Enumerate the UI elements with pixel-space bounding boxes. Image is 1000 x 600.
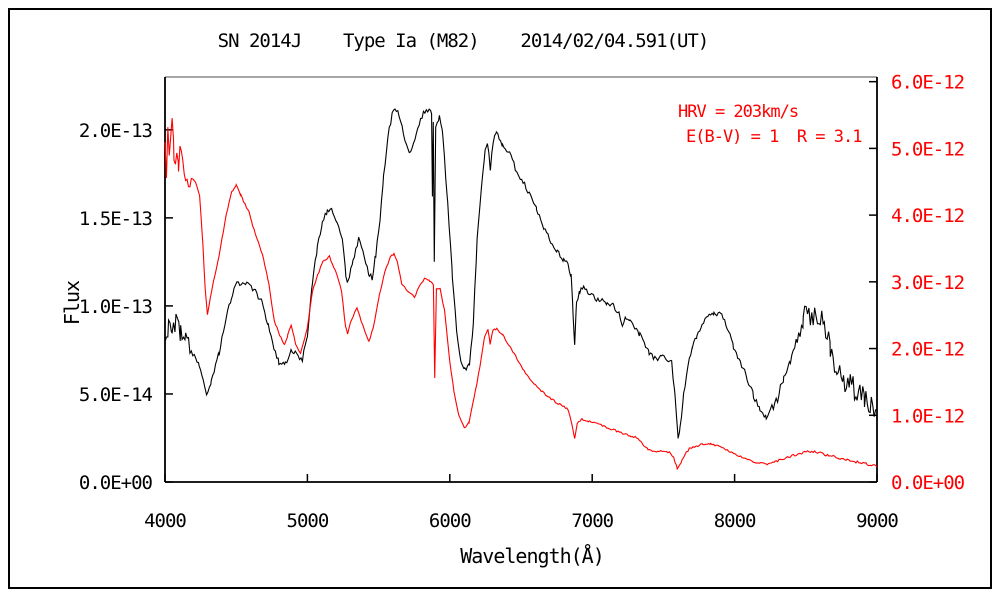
figure-border: [8, 8, 992, 589]
y-right-tick-label: 5.0E-12: [891, 138, 964, 160]
x-tick-label: 4000: [144, 510, 186, 532]
annotation-ebv: E(B-V) = 1 R = 3.1: [686, 127, 862, 147]
chart-title: SN 2014J Type Ia (M82) 2014/02/04.591(UT…: [217, 30, 710, 52]
series-black: [164, 108, 878, 439]
x-axis-label-wavelength: Wavelength(Å): [460, 544, 605, 568]
x-tick-label: 9000: [856, 510, 898, 532]
x-tick-label: 6000: [429, 510, 471, 532]
y-right-tick-label: 0.0E+00: [891, 472, 965, 494]
y-right-tick-label: 3.0E-12: [891, 272, 964, 294]
y-right-tick-label: 1.0E-12: [891, 405, 964, 427]
x-tick-label: 5000: [287, 510, 329, 532]
y-right-tick-label: 2.0E-12: [891, 339, 964, 361]
x-tick-label: 7000: [571, 510, 613, 532]
x-tick-label: 8000: [714, 510, 756, 532]
y-right-tick-label: 6.0E-12: [891, 72, 964, 94]
y-left-tick-label: 5.0E-14: [79, 384, 153, 406]
y-right-tick-label: 4.0E-12: [891, 205, 964, 227]
series-red: [164, 118, 878, 471]
y-left-tick-label: 2.0E-13: [79, 120, 153, 142]
annotation-hrv: HRV = 203km/s: [678, 102, 799, 122]
y-left-tick-label: 1.0E-13: [79, 296, 153, 318]
y-left-tick-label: 1.5E-13: [79, 208, 153, 230]
y-axis-label-flux: Flux: [60, 280, 84, 326]
y-left-tick-label: 0.0E+00: [79, 472, 153, 494]
